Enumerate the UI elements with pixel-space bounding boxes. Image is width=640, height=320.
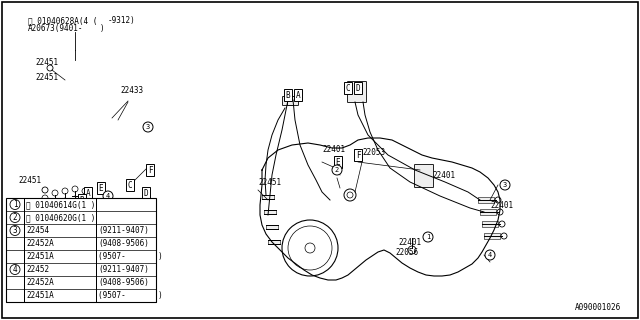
Text: 22452: 22452 xyxy=(26,265,49,274)
Text: (9408-9506): (9408-9506) xyxy=(98,278,149,287)
Text: Ⓑ 01040614G(1 ): Ⓑ 01040614G(1 ) xyxy=(26,200,95,209)
Text: 22451: 22451 xyxy=(18,176,41,185)
Bar xyxy=(480,209,496,215)
Text: (9211-9407): (9211-9407) xyxy=(98,226,149,235)
FancyBboxPatch shape xyxy=(67,229,84,251)
Text: (9408-9506): (9408-9506) xyxy=(98,239,149,248)
FancyBboxPatch shape xyxy=(287,97,298,106)
Text: 22053: 22053 xyxy=(362,148,385,157)
Circle shape xyxy=(103,191,113,201)
FancyBboxPatch shape xyxy=(115,231,131,249)
Text: (9211-9407): (9211-9407) xyxy=(98,265,149,274)
FancyBboxPatch shape xyxy=(348,82,367,102)
Bar xyxy=(264,210,276,214)
Text: 22451: 22451 xyxy=(35,58,58,67)
Text: 22401: 22401 xyxy=(432,171,455,180)
Text: 22452A: 22452A xyxy=(26,278,54,287)
Circle shape xyxy=(10,199,20,210)
Text: 22451: 22451 xyxy=(35,73,58,82)
Bar xyxy=(268,240,280,244)
FancyBboxPatch shape xyxy=(282,97,294,106)
Circle shape xyxy=(423,232,433,242)
Circle shape xyxy=(10,226,20,236)
Text: A: A xyxy=(86,188,90,197)
Circle shape xyxy=(143,122,153,132)
Text: 2: 2 xyxy=(13,213,17,222)
Text: 22452A: 22452A xyxy=(26,239,54,248)
Text: 22056: 22056 xyxy=(395,248,418,257)
Text: 3: 3 xyxy=(503,182,507,188)
Circle shape xyxy=(485,250,495,260)
Text: F: F xyxy=(148,165,152,174)
Text: C: C xyxy=(128,180,132,189)
Text: 2: 2 xyxy=(335,167,339,173)
Text: C: C xyxy=(346,84,350,92)
Text: 3: 3 xyxy=(13,226,17,235)
Text: 4: 4 xyxy=(13,265,17,274)
Bar xyxy=(484,233,500,239)
Text: 22451A: 22451A xyxy=(26,252,54,261)
FancyBboxPatch shape xyxy=(415,164,433,188)
Text: A20673(9401-: A20673(9401- xyxy=(28,24,83,33)
Text: 1: 1 xyxy=(13,200,17,209)
Text: B: B xyxy=(80,196,84,204)
Text: B: B xyxy=(285,91,291,100)
Text: 22401: 22401 xyxy=(322,145,345,154)
Circle shape xyxy=(332,165,342,175)
Text: 3: 3 xyxy=(146,124,150,130)
Circle shape xyxy=(10,212,20,222)
Text: ): ) xyxy=(100,24,104,33)
Text: (9507-       ): (9507- ) xyxy=(98,291,163,300)
Text: 22454: 22454 xyxy=(26,226,49,235)
Text: 1: 1 xyxy=(426,234,430,240)
Text: A090001026: A090001026 xyxy=(575,303,621,312)
Text: E: E xyxy=(99,183,103,193)
Bar xyxy=(482,221,498,227)
Text: -9312): -9312) xyxy=(108,16,136,25)
Text: 22401: 22401 xyxy=(398,238,421,247)
Text: 22451: 22451 xyxy=(258,178,281,187)
Text: (9507-       ): (9507- ) xyxy=(98,252,163,261)
Text: F: F xyxy=(356,150,360,159)
FancyBboxPatch shape xyxy=(99,229,116,249)
Text: E: E xyxy=(336,157,340,166)
Circle shape xyxy=(10,265,20,275)
Text: D: D xyxy=(356,84,360,92)
Bar xyxy=(266,225,278,229)
Text: Ⓑ 01040628A(4 (: Ⓑ 01040628A(4 ( xyxy=(28,16,97,25)
Bar xyxy=(6,198,156,302)
Text: 22433: 22433 xyxy=(120,86,143,95)
Text: 4: 4 xyxy=(106,193,110,199)
Bar xyxy=(478,197,494,203)
Text: A: A xyxy=(296,91,300,100)
Text: 22451A: 22451A xyxy=(26,291,54,300)
Bar xyxy=(262,195,274,199)
FancyBboxPatch shape xyxy=(83,228,100,249)
Circle shape xyxy=(500,180,510,190)
Text: Ⓑ 01040620G(1 ): Ⓑ 01040620G(1 ) xyxy=(26,213,95,222)
Text: 4: 4 xyxy=(488,252,492,258)
Text: 22401: 22401 xyxy=(490,201,513,210)
Text: D: D xyxy=(144,188,148,197)
